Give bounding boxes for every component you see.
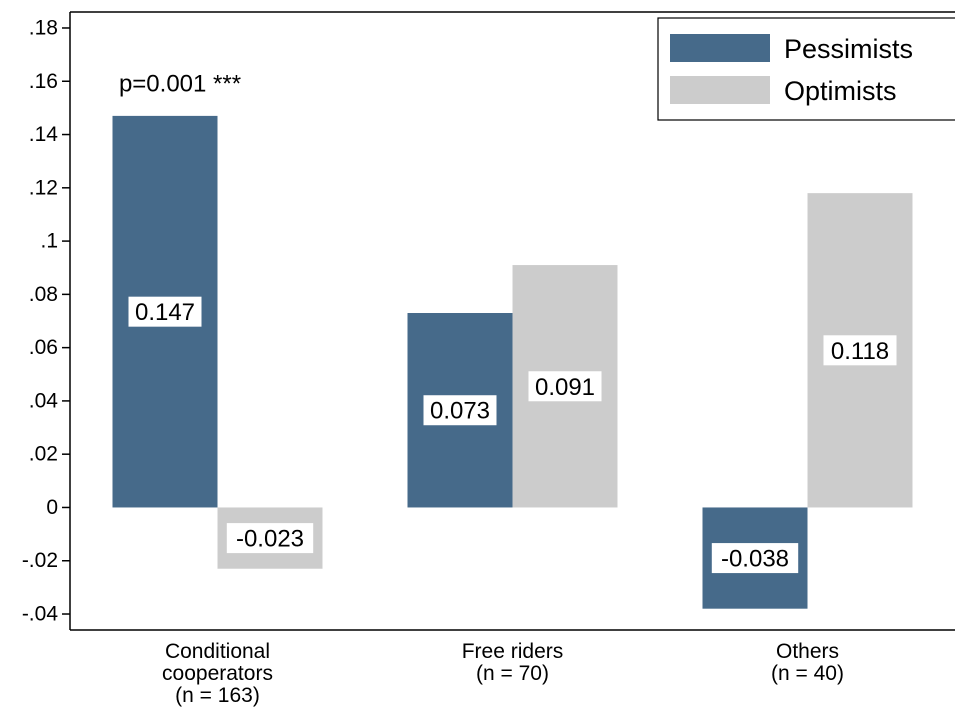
bar-label-box: [226, 523, 314, 554]
bar-value-label: 0.073: [430, 398, 490, 425]
bar-label-box: [423, 395, 497, 426]
y-axis-ticks: -.04 -.02 0 .02 .04 .06 .08 .1 .12 .14 .16 .18: [22, 16, 70, 626]
bar-labels: 0.147 0.073 -0.038 -0.023 0.091 0.118: [128, 296, 897, 574]
y-tick-label: .02: [29, 443, 58, 466]
bar-value-label: 0.118: [831, 338, 889, 365]
bar-label-box: [711, 543, 799, 574]
axes: [69, 11, 955, 631]
y-tick-label: .14: [29, 123, 59, 146]
y-tick-label: 0: [46, 496, 58, 519]
category-label: Others (n = 40): [771, 640, 844, 685]
bar-value-label: 0.147: [135, 299, 195, 326]
legend-swatch-pessimists: [670, 34, 770, 62]
y-tick-label: .08: [29, 283, 58, 306]
bar-value-label: 0.091: [535, 374, 595, 401]
legend-label-optimists: Optimists: [784, 76, 897, 106]
y-tick-label: .1: [40, 230, 58, 253]
y-tick-label: -.02: [22, 549, 58, 572]
y-tick-label: .16: [29, 70, 58, 93]
category-label: Free riders (n = 70): [462, 640, 564, 685]
bar-label-box: [128, 296, 202, 327]
bar-value-label: -0.038: [721, 546, 789, 573]
y-tick-label: .04: [29, 389, 59, 412]
significance-annotation: p=0.001 ***: [119, 70, 241, 97]
legend: Pessimists Optimists: [657, 17, 955, 121]
y-tick-label: .18: [29, 16, 58, 39]
y-tick-label: .06: [29, 336, 58, 359]
y-tick-label: .12: [29, 176, 58, 199]
category-labels: Conditional cooperators (n = 163) Free ride…: [162, 640, 844, 707]
legend-label-pessimists: Pessimists: [784, 34, 913, 64]
category-label: Conditional cooperators (n = 163): [162, 640, 273, 707]
annotations: p=0.001 ***: [119, 70, 241, 97]
y-tick-label: -.04: [22, 603, 59, 626]
bar-label-box: [823, 335, 897, 366]
bar-label-box: [528, 371, 602, 402]
bar-value-label: -0.023: [236, 526, 304, 553]
legend-swatch-optimists: [670, 76, 770, 104]
